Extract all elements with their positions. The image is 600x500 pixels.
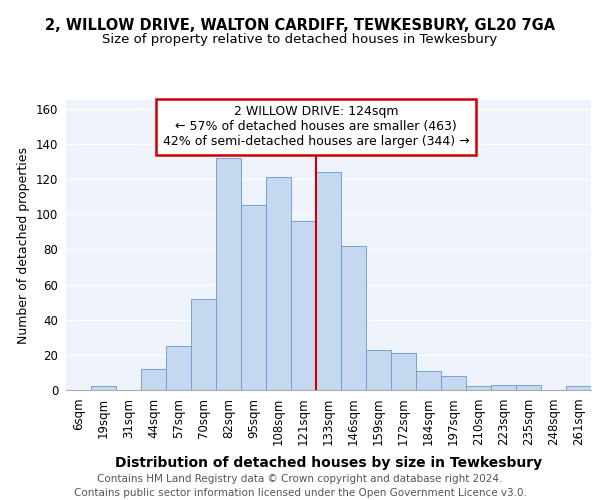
- Bar: [241, 206, 266, 390]
- Bar: [141, 369, 166, 390]
- Bar: [416, 370, 441, 390]
- Bar: [491, 384, 516, 390]
- Y-axis label: Number of detached properties: Number of detached properties: [17, 146, 31, 344]
- Text: 2, WILLOW DRIVE, WALTON CARDIFF, TEWKESBURY, GL20 7GA: 2, WILLOW DRIVE, WALTON CARDIFF, TEWKESB…: [45, 18, 555, 32]
- Bar: [441, 376, 466, 390]
- Bar: [341, 246, 366, 390]
- Bar: [391, 353, 416, 390]
- Text: Size of property relative to detached houses in Tewkesbury: Size of property relative to detached ho…: [103, 32, 497, 46]
- Bar: [366, 350, 391, 390]
- Bar: [516, 384, 541, 390]
- Bar: [466, 386, 491, 390]
- Bar: [216, 158, 241, 390]
- Text: Contains HM Land Registry data © Crown copyright and database right 2024.
Contai: Contains HM Land Registry data © Crown c…: [74, 474, 526, 498]
- Bar: [166, 346, 191, 390]
- Bar: [191, 298, 216, 390]
- Bar: [266, 178, 291, 390]
- Bar: [91, 386, 116, 390]
- Bar: [566, 386, 591, 390]
- Text: 2 WILLOW DRIVE: 124sqm
← 57% of detached houses are smaller (463)
42% of semi-de: 2 WILLOW DRIVE: 124sqm ← 57% of detached…: [163, 106, 469, 148]
- Bar: [316, 172, 341, 390]
- Bar: [291, 222, 316, 390]
- X-axis label: Distribution of detached houses by size in Tewkesbury: Distribution of detached houses by size …: [115, 456, 542, 470]
